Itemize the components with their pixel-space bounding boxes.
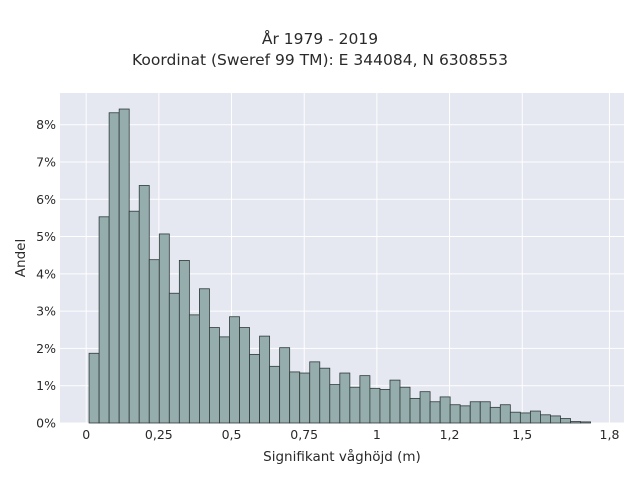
x-tick-label: 0 <box>82 427 90 442</box>
x-tick-label: 0,25 <box>145 427 173 442</box>
histogram-bar <box>158 233 170 424</box>
x-tick-label: 0,75 <box>290 427 318 442</box>
histogram-bar <box>209 327 220 424</box>
y-tick-labels: 0% 1% 2% 3% 4% 5% 6% 7% 8% <box>36 117 56 430</box>
histogram-bar <box>339 372 351 424</box>
histogram-bar <box>178 260 190 424</box>
histogram-bar <box>449 404 461 424</box>
bars <box>88 108 591 424</box>
y-tick-label: 3% <box>36 304 56 319</box>
histogram-bar <box>128 210 140 424</box>
histogram-bar <box>469 401 481 424</box>
histogram-bar <box>279 347 291 424</box>
histogram-bar <box>389 379 401 424</box>
histogram-bar <box>309 361 321 424</box>
histogram-bar <box>399 386 411 424</box>
histogram-bar <box>369 387 381 424</box>
histogram-bar <box>379 389 391 424</box>
histogram-bar <box>98 216 110 424</box>
histogram-bar <box>489 406 501 424</box>
histogram-bar <box>540 414 551 424</box>
histogram-bar <box>229 316 240 424</box>
y-tick-label: 0% <box>36 416 56 431</box>
x-tick-label: 1 <box>373 427 381 442</box>
y-tick-label: 6% <box>36 192 56 207</box>
histogram-bar <box>299 372 311 424</box>
y-tick-label: 5% <box>36 229 56 244</box>
y-tick-label: 8% <box>36 117 56 132</box>
x-tick-label: 1,5 <box>512 427 532 442</box>
y-tick-label: 7% <box>36 154 56 169</box>
histogram-bar <box>108 112 120 424</box>
histogram-bar <box>199 288 210 424</box>
histogram-bar <box>168 292 180 424</box>
histogram-bar <box>459 405 471 424</box>
histogram-bar <box>269 365 281 424</box>
chart-title-line-2: Koordinat (Sweref 99 TM): E 344084, N 63… <box>132 51 508 69</box>
histogram-bar <box>560 418 571 424</box>
histogram-bar <box>509 411 521 424</box>
histogram-bar <box>148 259 160 424</box>
x-tick-label: 1,8 <box>600 427 620 442</box>
histogram-bar <box>580 421 591 424</box>
histogram-bar <box>239 327 250 424</box>
histogram-bar <box>188 314 200 424</box>
gridlines <box>60 93 624 424</box>
histogram-bar <box>409 397 421 424</box>
histogram-bar <box>329 384 341 424</box>
x-tick-label: 1,2 <box>440 427 460 442</box>
histogram-bar <box>259 335 271 424</box>
histogram-bar <box>519 412 531 424</box>
histogram-bar <box>429 401 441 424</box>
y-tick-label: 1% <box>36 378 56 393</box>
histogram-bar <box>219 336 230 424</box>
histogram-bar <box>249 353 260 424</box>
histogram-bar <box>138 185 150 424</box>
x-tick-labels: 0 0,25 0,5 0,75 1 1,2 1,5 1,8 <box>82 427 619 442</box>
histogram-bar <box>349 386 361 424</box>
x-tick-label: 0,5 <box>222 427 242 442</box>
x-axis-title: Signifikant våghöjd (m) <box>263 448 421 465</box>
histogram-bar <box>419 391 431 424</box>
histogram-bar <box>529 410 541 424</box>
y-tick-label: 2% <box>36 341 56 356</box>
histogram-bar <box>479 401 491 424</box>
histogram-bar <box>439 396 451 424</box>
y-tick-label: 4% <box>36 266 56 281</box>
y-axis-title: Andel <box>13 239 29 277</box>
histogram-bar <box>88 352 100 424</box>
histogram-bar <box>359 375 371 424</box>
histogram-bar <box>570 421 581 424</box>
histogram-bar <box>550 415 561 424</box>
histogram-bar <box>118 108 130 424</box>
histogram-bar <box>499 404 511 424</box>
chart-title-line-1: År 1979 - 2019 <box>261 30 379 48</box>
histogram-bar <box>289 371 301 424</box>
histogram-bar <box>319 367 331 424</box>
